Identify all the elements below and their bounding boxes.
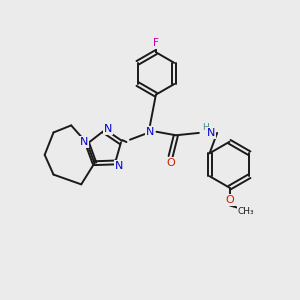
Text: F: F [153,38,159,48]
Text: N: N [115,161,123,171]
Text: O: O [166,158,175,168]
Text: N: N [207,128,215,138]
Text: N: N [146,127,154,137]
Text: N: N [104,124,112,134]
Text: O: O [225,195,234,205]
Text: CH₃: CH₃ [238,207,255,216]
Text: H: H [202,123,209,132]
Text: N: N [80,137,88,147]
